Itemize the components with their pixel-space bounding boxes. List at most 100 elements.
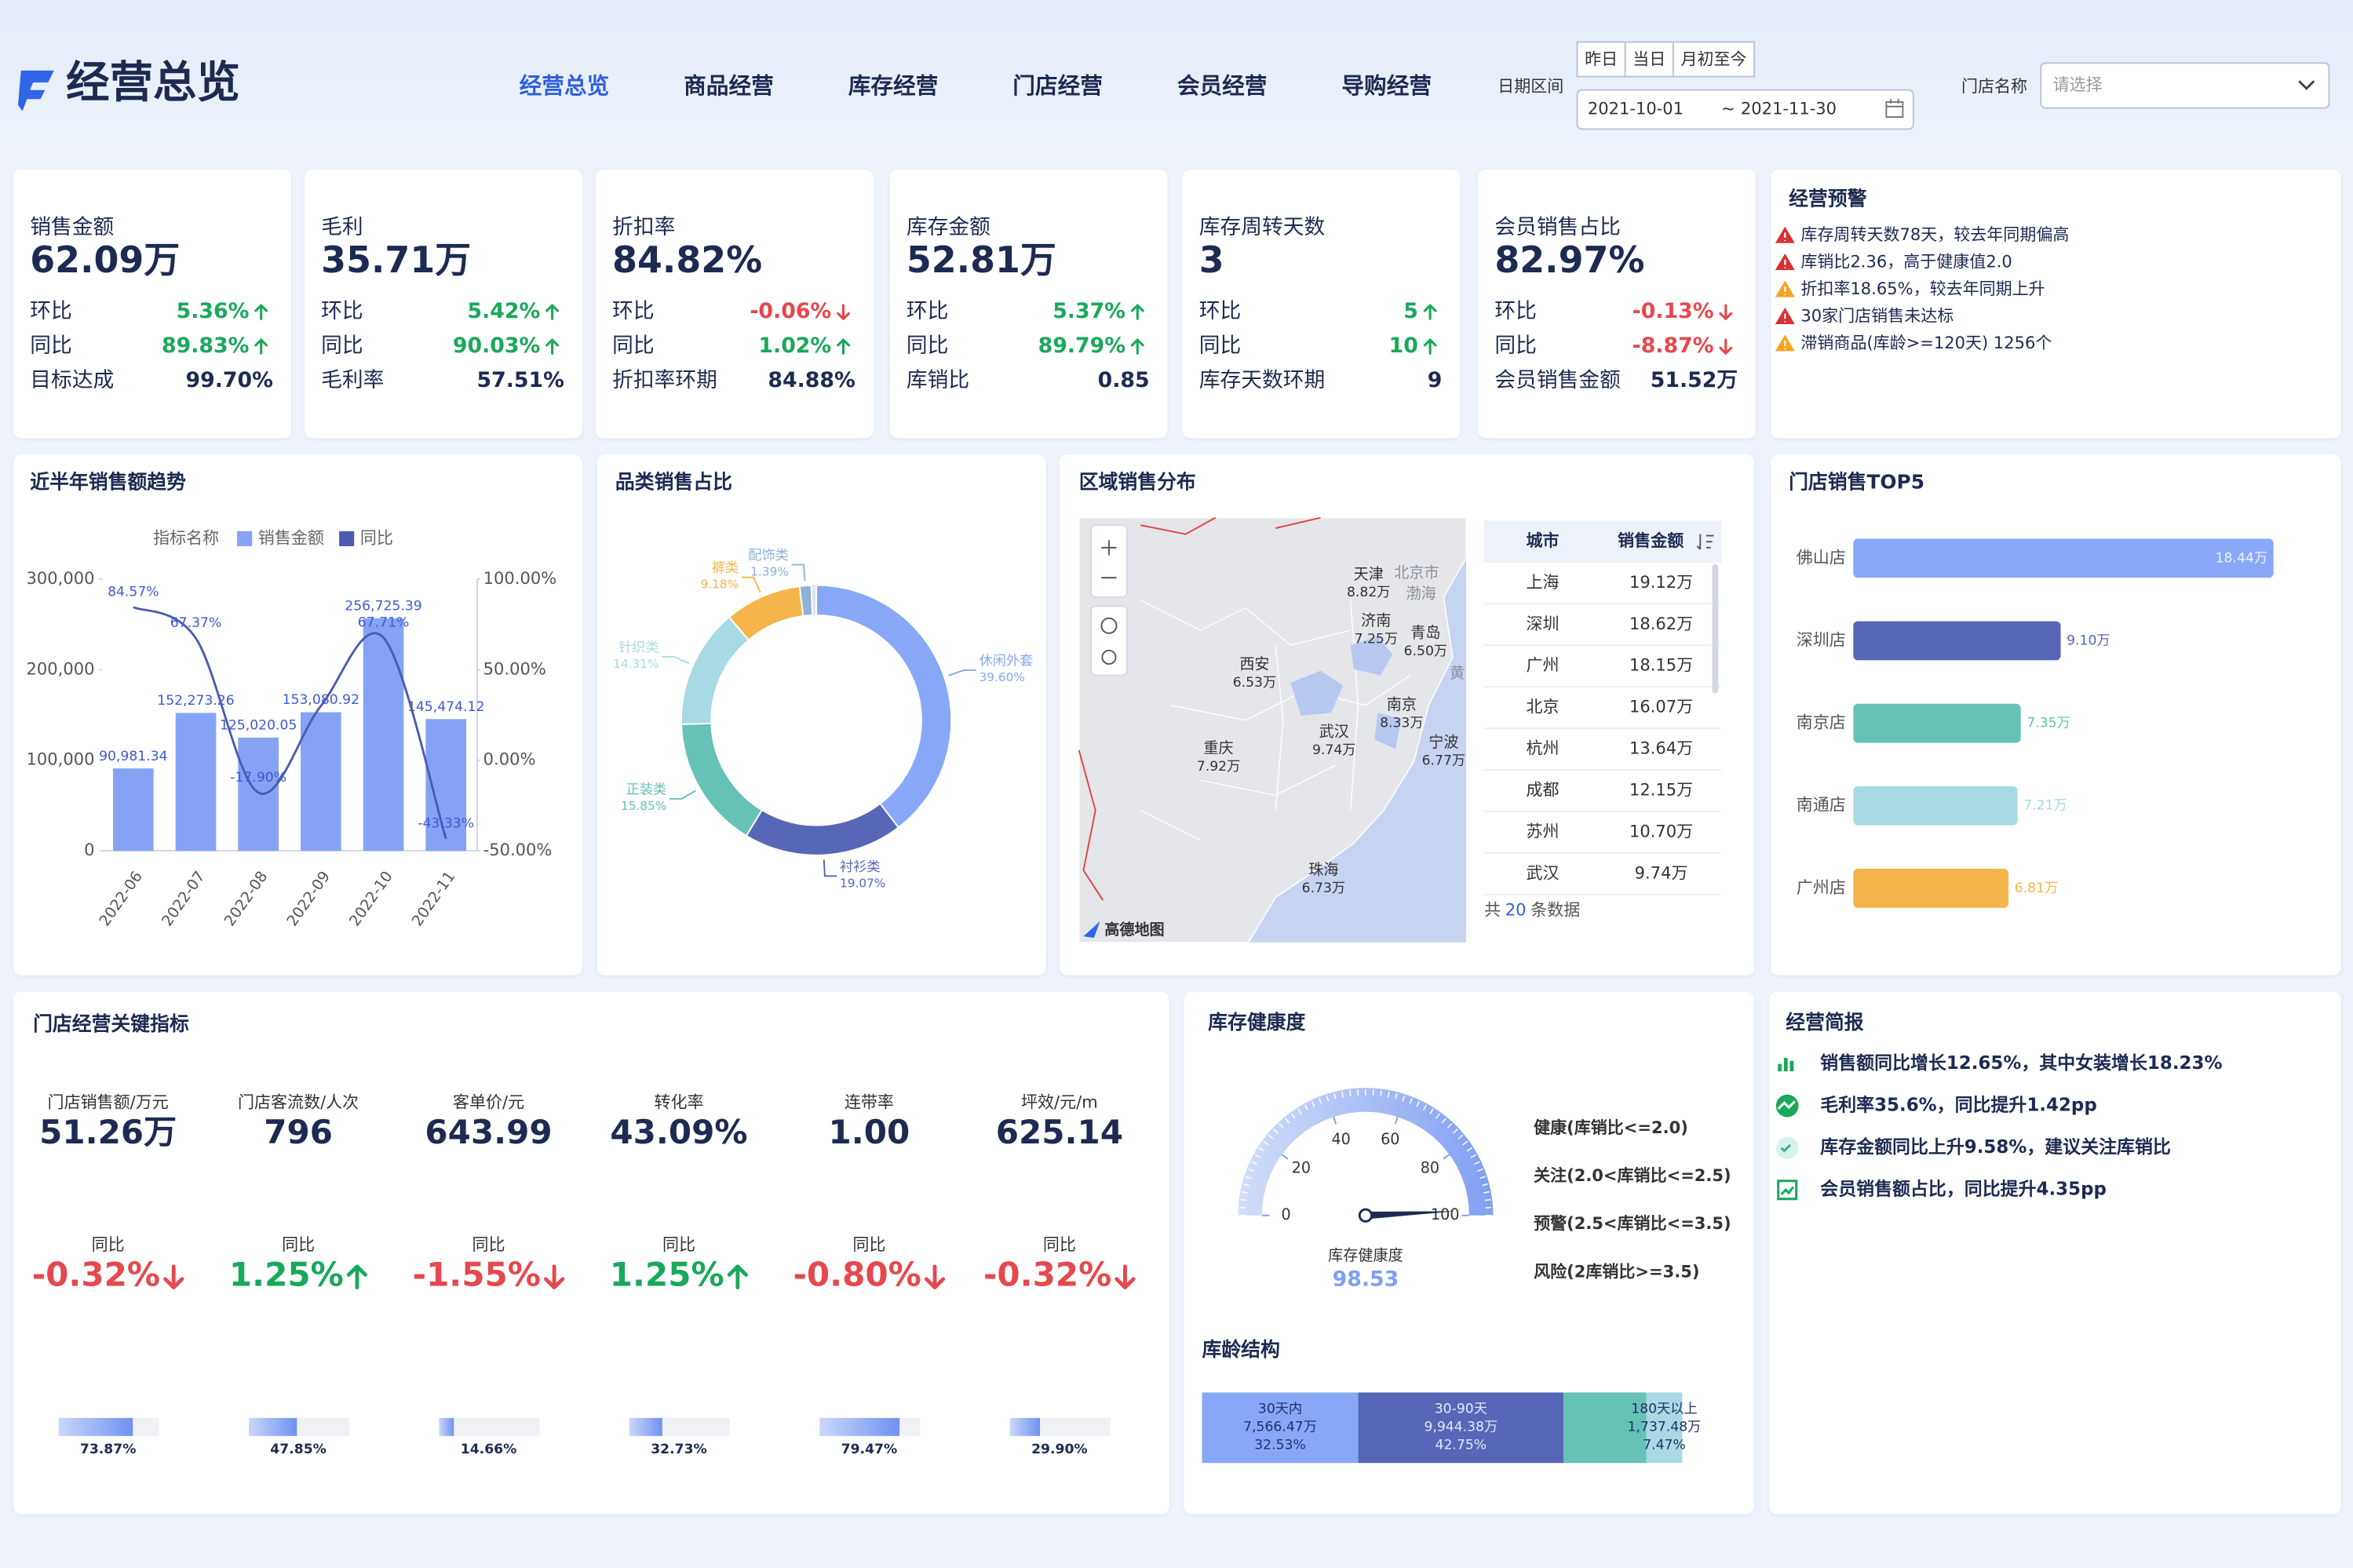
legend-swatch bbox=[237, 531, 253, 546]
table-header bbox=[1483, 520, 1722, 563]
alert-text: 30家门店销售未达标 bbox=[1800, 305, 1954, 325]
metric-yoy-label: 同比 bbox=[92, 1234, 125, 1254]
gauge-minor-tick bbox=[1242, 1191, 1248, 1194]
segment-amount: 9,944.38万 bbox=[1424, 1419, 1498, 1435]
gauge-minor-tick bbox=[1457, 1134, 1464, 1140]
nav-item[interactable]: 导购经营 bbox=[1341, 72, 1432, 99]
kpi-card bbox=[13, 170, 291, 439]
gauge-minor-tick bbox=[1466, 1147, 1472, 1152]
date-start: 2021-10-01 bbox=[1588, 99, 1684, 119]
trend-arrow bbox=[1130, 338, 1144, 355]
bar-value-label: 6.81万 bbox=[2015, 881, 2058, 896]
metric-yoy-label: 同比 bbox=[662, 1234, 695, 1254]
nav-item[interactable]: 门店经营 bbox=[1012, 72, 1103, 99]
kpi-row-label: 目标达成 bbox=[30, 368, 114, 392]
quick-button-label[interactable]: 当日 bbox=[1633, 49, 1665, 68]
map-tools[interactable] bbox=[1090, 605, 1128, 676]
date-range[interactable] bbox=[1576, 89, 1914, 130]
segment-amount: 7,566.47万 bbox=[1243, 1419, 1317, 1435]
gauge-needle bbox=[1365, 1211, 1456, 1220]
y2-tick-label: 100.00% bbox=[483, 568, 557, 588]
y2-tick-label: 0.00% bbox=[483, 749, 536, 769]
store-select[interactable] bbox=[2040, 62, 2330, 109]
city-name: 宁波 bbox=[1428, 733, 1458, 751]
progress-label: 73.87% bbox=[80, 1442, 137, 1457]
metric-value: 43.09% bbox=[610, 1113, 747, 1151]
metric-yoy-label: 同比 bbox=[472, 1234, 505, 1254]
gauge-minor-tick bbox=[1395, 1092, 1398, 1099]
gauge-tick bbox=[1281, 1154, 1289, 1160]
trend-arrow bbox=[727, 1264, 748, 1289]
gauge-tick-label: 20 bbox=[1292, 1159, 1311, 1177]
gauge-band bbox=[1238, 1088, 1494, 1216]
bar-value-label: 18.44万 bbox=[2216, 550, 2267, 566]
nav-item[interactable]: 经营总览 bbox=[520, 72, 610, 99]
legend-label: 同比 bbox=[360, 527, 393, 547]
table-footer: 共 bbox=[1484, 900, 1501, 920]
quick-button[interactable] bbox=[1672, 41, 1756, 78]
trend-arrow bbox=[1423, 304, 1437, 320]
kpi-row-label: 会员销售金额 bbox=[1494, 368, 1621, 392]
kpi-card bbox=[596, 170, 874, 439]
zoom-control[interactable] bbox=[1090, 524, 1128, 598]
brief-card bbox=[1769, 991, 2341, 1515]
city-name: 南京 bbox=[1387, 695, 1417, 713]
slice-value-label: 9.18% bbox=[701, 578, 739, 592]
city-name: 武汉 bbox=[1319, 723, 1349, 741]
line-value-label: 67.37% bbox=[170, 615, 222, 631]
gauge-minor-tick bbox=[1481, 1183, 1488, 1187]
nav-item[interactable]: 会员经营 bbox=[1177, 72, 1268, 99]
locate-icon[interactable] bbox=[1101, 649, 1117, 665]
quick-button[interactable] bbox=[1624, 41, 1674, 78]
date-end: 2021-11-30 bbox=[1741, 99, 1837, 119]
logo bbox=[17, 70, 54, 111]
kpi-title: 库存周转天数 bbox=[1199, 215, 1326, 239]
table-cell: 苏州 bbox=[1527, 822, 1560, 841]
city-name: 天津 bbox=[1354, 565, 1384, 583]
gauge-value: 98.53 bbox=[1333, 1267, 1399, 1291]
segment-name: 30-90天 bbox=[1435, 1401, 1487, 1417]
legend-swatch bbox=[339, 531, 355, 546]
metric-yoy: -0.80% bbox=[793, 1256, 921, 1294]
alert-text: 折扣率18.65%，较去年同期上升 bbox=[1800, 279, 2045, 298]
slice-value-label: 39.60% bbox=[980, 670, 1025, 684]
map-land bbox=[1078, 516, 1467, 943]
metric-value: 625.14 bbox=[996, 1113, 1123, 1151]
gauge-minor-tick bbox=[1284, 1118, 1290, 1124]
gauge-minor-tick bbox=[1483, 1191, 1490, 1194]
gauge-minor-tick bbox=[1290, 1113, 1296, 1119]
table-cell: 上海 bbox=[1527, 572, 1560, 592]
gauge-legend: 关注(2.0<库销比<=2.5) bbox=[1534, 1165, 1731, 1185]
gauge-label: 库存健康度 bbox=[1328, 1246, 1403, 1264]
kpi-row-label: 折扣率环期 bbox=[612, 368, 717, 392]
compass-icon[interactable] bbox=[1100, 617, 1118, 634]
sort-icon[interactable] bbox=[1696, 534, 1714, 550]
slice-value-label: 14.31% bbox=[613, 657, 658, 671]
scrollbar bbox=[1712, 563, 1719, 694]
gauge-hub bbox=[1358, 1208, 1373, 1223]
store-label: 门店名称 bbox=[1961, 76, 2027, 96]
table-cell: 武汉 bbox=[1527, 863, 1560, 883]
slice-label: 针织类 bbox=[618, 640, 659, 655]
category-card bbox=[596, 454, 1046, 975]
gauge-minor-tick bbox=[1326, 1095, 1330, 1102]
quick-button-label[interactable]: 月初至今 bbox=[1680, 49, 1746, 68]
bar-value-label: 7.35万 bbox=[2026, 716, 2070, 731]
line-value-label: 67.71% bbox=[358, 614, 410, 630]
gauge-minor-tick bbox=[1416, 1101, 1420, 1107]
y2-tick-label: -50.00% bbox=[483, 840, 553, 859]
nav-item[interactable]: 库存经营 bbox=[848, 72, 939, 99]
kpi-row-label: 同比 bbox=[1199, 334, 1242, 358]
quick-button-label[interactable]: 昨日 bbox=[1585, 49, 1618, 68]
kpi-card bbox=[305, 170, 582, 439]
gauge-minor-tick bbox=[1447, 1123, 1453, 1129]
zoom-in[interactable] bbox=[1101, 540, 1117, 556]
gauge-minor-tick bbox=[1452, 1129, 1458, 1134]
gauge-tick bbox=[1394, 1116, 1399, 1125]
gauge-minor-tick bbox=[1243, 1183, 1249, 1187]
nav-item[interactable]: 商品经营 bbox=[684, 72, 774, 99]
bar bbox=[238, 737, 279, 851]
kpi-row-value: 84.88% bbox=[768, 368, 855, 392]
quick-button[interactable] bbox=[1576, 41, 1626, 78]
